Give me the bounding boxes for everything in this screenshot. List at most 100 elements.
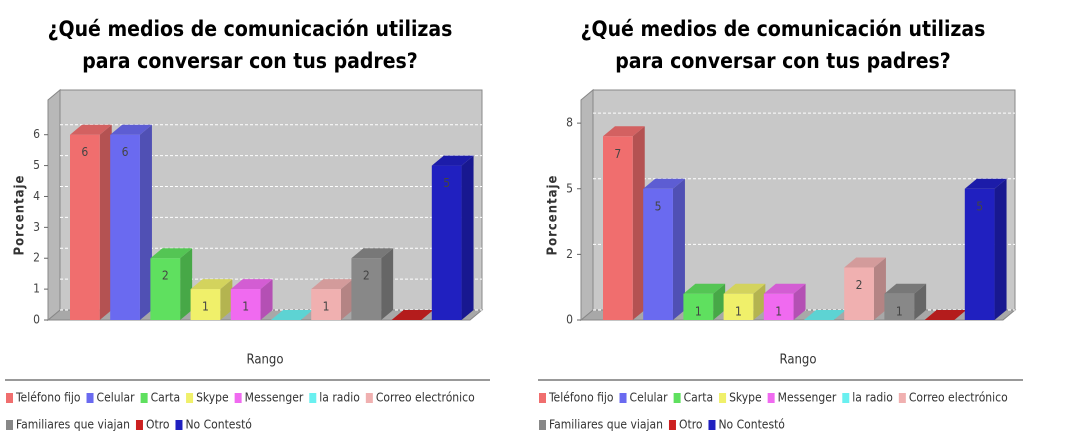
y-tick-label: 2 [566,247,573,261]
y-tick-label: 4 [33,189,40,203]
y-tick-label: 0 [33,313,40,327]
legend-swatch [767,393,775,403]
legend-swatch [619,393,627,403]
left-wall [47,88,61,322]
x-axis-label: Rango [779,353,816,368]
legend-label: la radio [319,391,360,405]
bar-top [190,279,233,290]
chart-title: ¿Qué medios de comunicación utilizas para… [48,17,453,73]
bar-top [230,279,273,290]
legend-label: Skype [729,391,762,405]
bar-front [150,258,181,320]
legend-swatch [673,393,681,403]
bar-side [139,124,152,321]
data-label: 1 [735,304,742,318]
legend-label: Teléfono fijo [15,391,81,405]
bar-front [70,134,100,320]
bar [150,248,193,320]
bar-side [914,283,927,320]
data-label: 1 [242,300,249,314]
bar-top [844,257,886,268]
bar-front [110,134,140,320]
bar-side [340,279,353,320]
legend-swatch [6,393,13,403]
bar-top [643,178,685,189]
legend-swatch [708,420,716,430]
bar-top [723,283,766,294]
legend-swatch [135,420,143,430]
bar-top [271,310,313,320]
legend-swatch [309,393,317,403]
data-label: 5 [443,176,450,190]
bar-top [311,279,353,290]
bar-top [603,126,645,137]
legend-label: Messenger [778,391,837,405]
bar-side [873,257,886,320]
data-label: 5 [976,199,983,213]
bar-top [683,283,726,294]
data-label: 1 [323,300,330,314]
legend-label: Familiares que viajan [549,418,663,432]
legend-label: No Contestó [185,418,252,432]
bar-front [723,293,754,320]
bar-front [884,293,915,320]
data-label: 7 [614,147,621,161]
bar-side [753,283,766,320]
bar-front [964,188,995,320]
legend-swatch [186,393,194,403]
legend-swatch [140,393,148,403]
legend-label: Carta [151,391,180,405]
bar-side [713,283,726,320]
legend-swatch [668,420,676,430]
data-label: 5 [655,199,662,213]
legend-label: Skype [196,391,229,405]
y-axis-label: Porcentaje [13,175,28,256]
data-label: 1 [896,304,903,318]
bar [804,310,846,320]
y-tick-label: 2 [33,251,40,265]
chart: ¿Qué medios de comunicación utilizas para… [5,17,490,432]
legend-swatch [539,420,546,430]
legend-label: Celular [630,391,669,405]
bar-front [311,289,341,320]
legend-swatch [842,393,850,403]
bar-top [70,124,112,135]
bar [924,310,967,320]
bar-top [150,248,193,259]
bar-front [844,267,874,320]
bar-top [804,310,846,320]
bar-top [351,248,394,259]
bar-top [431,155,474,166]
bar [311,279,353,320]
bar-side [461,155,474,320]
bar-front [190,289,221,320]
legend-swatch [175,420,183,430]
bar-front [603,136,633,320]
legend-label: Carta [684,391,713,405]
bar-side [672,178,685,320]
data-label: 6 [81,145,88,159]
y-tick-label: 3 [33,220,40,234]
bar-top [924,310,967,320]
bar-side [793,283,806,320]
legend-label: No Contestó [718,418,785,432]
data-label: 2 [363,269,370,283]
legend-label: Otro [146,418,170,432]
y-tick-label: 6 [33,127,40,141]
legend-label: Otro [679,418,703,432]
bar-side [260,279,273,320]
y-tick-label: 0 [566,313,573,327]
bar [964,178,1007,320]
x-axis-label: Rango [246,353,283,368]
legend-label: Correo electrónico [376,391,475,405]
legend-swatch [86,393,94,403]
bar-top [391,310,434,320]
bar-front [431,165,462,320]
bar-front [351,258,382,320]
legend-swatch [365,393,373,403]
bar [643,178,685,320]
bar [110,124,152,321]
bar-side [99,124,112,321]
legend-swatch [898,393,906,403]
bar-front [763,293,794,320]
